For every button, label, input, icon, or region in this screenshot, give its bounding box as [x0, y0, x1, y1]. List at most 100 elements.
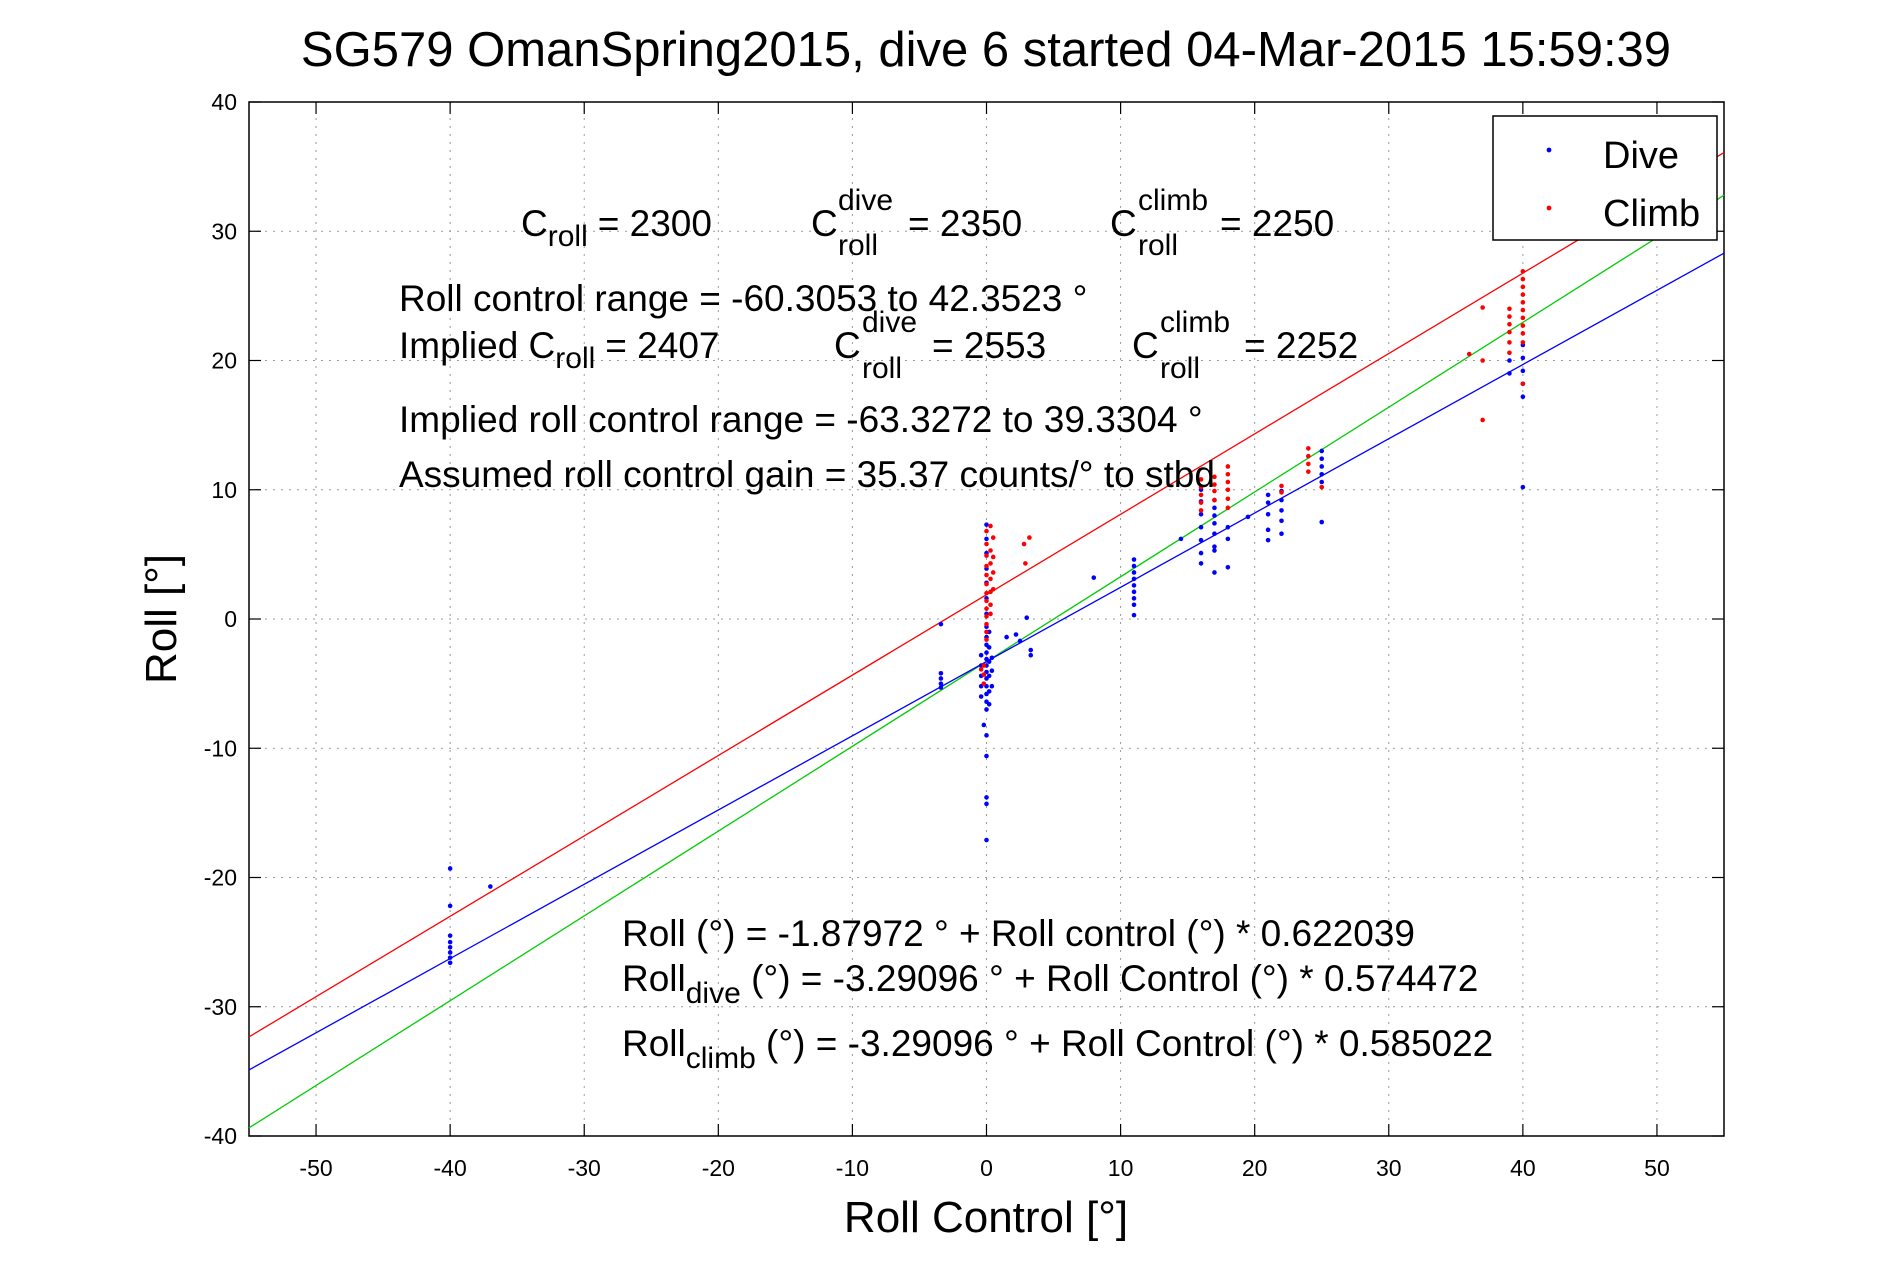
data-point-dive — [447, 960, 453, 966]
data-point-climb — [1520, 269, 1526, 274]
x-tick-label: -10 — [836, 1155, 869, 1181]
data-point-dive — [1004, 634, 1009, 640]
x-tick-label: 10 — [1108, 1155, 1134, 1181]
data-point-dive — [989, 683, 995, 689]
x-axis-label: Roll Control [°] — [844, 1193, 1128, 1242]
data-point-climb — [1507, 306, 1512, 312]
data-point-climb — [984, 563, 989, 569]
data-point-climb — [1480, 417, 1485, 423]
data-point-dive — [986, 659, 992, 664]
y-tick-label: -10 — [204, 735, 237, 761]
data-point-climb — [988, 561, 993, 566]
data-point-dive — [1319, 519, 1325, 525]
data-point-climb — [1225, 496, 1231, 502]
data-point-dive — [984, 795, 989, 800]
data-point-climb — [984, 541, 989, 547]
data-point-dive — [1265, 527, 1271, 533]
data-point-dive — [1225, 565, 1231, 570]
data-point-dive — [1091, 575, 1097, 580]
data-point-dive — [1198, 537, 1204, 543]
data-point-dive — [1028, 652, 1034, 658]
data-point-dive — [1265, 537, 1271, 543]
x-tick-label: -50 — [299, 1155, 332, 1181]
data-point-dive — [488, 884, 493, 889]
gain-text: Assumed roll control gain = 35.37 counts… — [399, 454, 1215, 495]
data-point-climb — [984, 590, 989, 596]
data-points — [447, 269, 1526, 966]
y-tick-label: 40 — [211, 89, 237, 115]
data-point-climb — [1198, 500, 1204, 505]
data-point-climb — [984, 598, 989, 604]
data-point-climb — [1306, 461, 1311, 467]
data-point-dive — [1212, 544, 1217, 549]
roll-control-range-text: Roll control range = -60.3053 to 42.3523… — [399, 278, 1087, 319]
data-point-climb — [1480, 358, 1485, 363]
data-point-dive — [1245, 514, 1251, 520]
data-point-dive — [1131, 570, 1137, 575]
data-point-dive — [978, 652, 984, 658]
x-tick-labels: -50 -40 -30 -20 -10 0 10 20 30 40 50 — [299, 1155, 1669, 1181]
data-point-dive — [1212, 531, 1217, 536]
x-tick-label: -30 — [568, 1155, 601, 1181]
data-point-dive — [1024, 615, 1030, 621]
data-point-dive — [1131, 589, 1137, 595]
legend-label-climb: Climb — [1603, 193, 1700, 235]
data-point-climb — [1225, 471, 1231, 477]
fit-line — [248, 252, 1725, 1071]
data-point-climb — [988, 611, 993, 617]
data-point-climb — [1225, 464, 1231, 469]
data-point-dive — [1013, 632, 1019, 637]
data-point-dive — [1507, 371, 1512, 376]
data-point-dive — [989, 655, 995, 661]
x-tick-label: 40 — [1510, 1155, 1536, 1181]
x-tick-label: 30 — [1376, 1155, 1402, 1181]
data-point-climb — [1520, 292, 1526, 297]
data-point-dive — [984, 707, 989, 712]
x-tick-label: 50 — [1644, 1155, 1670, 1181]
series-dive — [447, 342, 1526, 966]
data-point-dive — [1520, 355, 1526, 361]
data-point-climb — [984, 553, 989, 558]
data-point-dive — [1131, 576, 1137, 582]
data-point-dive — [984, 733, 989, 738]
x-tick-label: -40 — [434, 1155, 467, 1181]
legend-box — [1492, 115, 1718, 241]
data-point-dive — [1131, 557, 1137, 562]
data-point-dive — [986, 689, 992, 694]
y-tick-label: -40 — [204, 1123, 237, 1149]
fit-climb-text: Rollclimb (°) = -3.29096 ° + Roll Contro… — [622, 1023, 1493, 1075]
data-point-climb — [1507, 322, 1512, 327]
data-point-dive — [986, 645, 992, 650]
data-point-climb — [1212, 497, 1217, 503]
data-point-dive — [984, 650, 989, 655]
data-point-dive — [1279, 508, 1284, 513]
data-point-climb — [984, 629, 989, 635]
y-tick-label: -30 — [204, 994, 237, 1020]
data-point-dive — [1319, 464, 1325, 469]
data-point-climb — [988, 523, 993, 529]
data-point-climb — [984, 614, 989, 619]
data-point-climb — [1520, 331, 1526, 336]
data-point-dive — [1225, 536, 1231, 542]
data-point-climb — [981, 672, 987, 677]
series-climb — [978, 269, 1526, 686]
c-climb-text: C climb roll = 2250 — [1110, 177, 1334, 263]
data-point-climb — [984, 528, 989, 534]
y-tick-label: 10 — [211, 477, 237, 503]
data-point-climb — [978, 667, 984, 672]
y-tick-label: -20 — [204, 865, 237, 891]
data-point-climb — [1480, 305, 1485, 310]
x-tick-label: 20 — [1242, 1155, 1268, 1181]
data-point-climb — [1520, 315, 1526, 321]
axis-ticks — [249, 101, 1724, 1137]
legend-marker-climb — [1546, 205, 1552, 211]
data-point-climb — [984, 572, 989, 578]
data-point-climb — [1466, 351, 1472, 357]
data-point-dive — [938, 676, 944, 681]
data-point-climb — [1520, 307, 1526, 313]
data-point-dive — [984, 753, 989, 759]
calibration-annotations: Croll = 2300 C dive roll = 2350 C climb r… — [399, 177, 1358, 495]
data-point-climb — [1198, 508, 1204, 513]
c-roll-text: Croll = 2300 — [521, 203, 712, 253]
data-point-dive — [938, 681, 944, 686]
